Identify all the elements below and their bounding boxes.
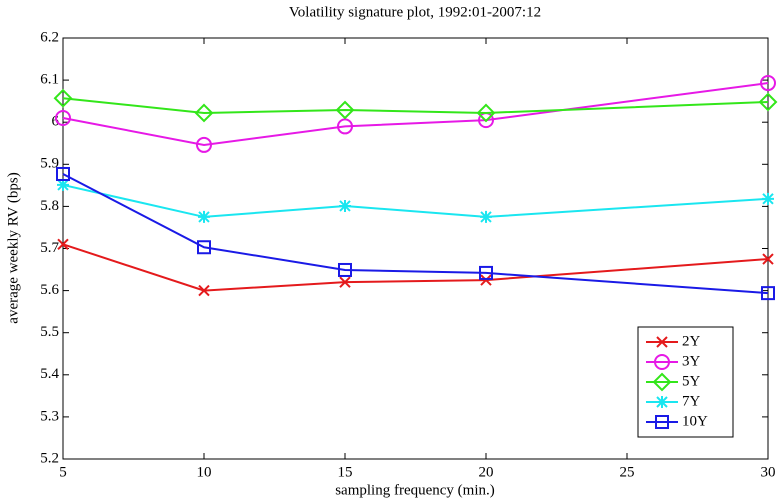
x-tick-label: 25 [620, 464, 635, 480]
marker [335, 100, 355, 120]
marker [654, 354, 670, 370]
marker [479, 265, 493, 280]
x-tick-label: 15 [338, 464, 353, 480]
marker [652, 372, 672, 392]
y-tick-label: 5.2 [40, 450, 59, 466]
series-line [62, 173, 769, 295]
y-axis-label: average weekly RV (bps) [5, 172, 21, 323]
x-axis-label: sampling frequency (min.) [335, 482, 495, 498]
series-line [62, 243, 769, 292]
marker [196, 136, 212, 153]
series-line [62, 97, 769, 114]
marker [476, 103, 496, 123]
marker [55, 109, 71, 126]
marker [480, 274, 492, 286]
marker [194, 103, 214, 123]
marker [760, 75, 776, 92]
series-line [62, 183, 769, 218]
x-tick-label: 10 [197, 464, 212, 480]
legend-box [637, 326, 734, 438]
marker [339, 199, 351, 212]
marker [761, 286, 775, 301]
marker [762, 253, 774, 265]
marker [480, 210, 492, 223]
y-tick-label: 5.9 [40, 156, 59, 172]
legend-label: 5Y [682, 373, 701, 389]
marker [198, 210, 210, 223]
marker [656, 396, 668, 408]
legend-label: 10Y [682, 413, 708, 429]
marker [337, 118, 353, 135]
marker [56, 166, 70, 181]
marker [655, 415, 669, 429]
legend-label: 3Y [682, 353, 701, 369]
y-tick-label: 5.5 [40, 324, 59, 340]
y-tick-label: 6.1 [40, 72, 59, 88]
y-tick-label: 5.3 [40, 408, 59, 424]
x-tick-label: 30 [761, 464, 776, 480]
marker [198, 284, 210, 297]
marker [338, 262, 352, 277]
y-tick-label: 6 [52, 114, 60, 130]
chart-title: Volatility signature plot, 1992:01-2007:… [289, 4, 541, 20]
marker [57, 238, 69, 250]
legend-label: 2Y [682, 333, 701, 349]
marker [57, 178, 69, 191]
y-tick-label: 5.8 [40, 198, 59, 214]
marker [758, 92, 778, 112]
x-tick-label: 5 [59, 464, 67, 480]
y-tick-label: 5.4 [40, 366, 59, 382]
marker [339, 276, 351, 288]
series-line [62, 82, 769, 146]
x-tick-label: 20 [479, 464, 494, 480]
y-tick-label: 5.6 [40, 282, 59, 298]
marker [762, 192, 774, 205]
y-tick-label: 6.2 [40, 29, 59, 45]
y-tick-label: 5.7 [40, 240, 59, 256]
legend-label: 7Y [682, 393, 701, 409]
marker [197, 240, 211, 255]
marker [656, 336, 668, 348]
marker [53, 88, 73, 108]
